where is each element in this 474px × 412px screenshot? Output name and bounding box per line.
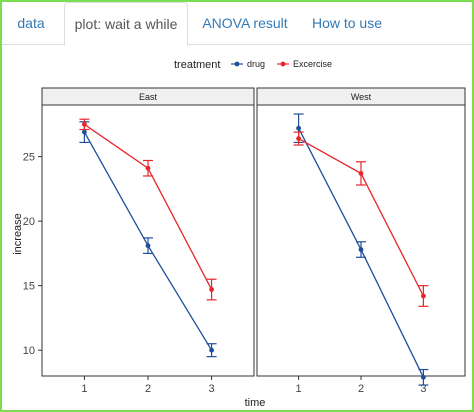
legend-key-point xyxy=(234,61,240,67)
y-tick-label: 20 xyxy=(23,216,35,228)
facet-panel-east: East 1 2 3 xyxy=(41,87,255,395)
tab-plot[interactable]: plot: wait a while xyxy=(64,2,188,46)
data-point xyxy=(82,129,87,135)
data-point xyxy=(145,165,151,171)
legend: treatment drug Excercise xyxy=(174,59,332,71)
data-point xyxy=(358,170,364,176)
data-point xyxy=(145,243,151,249)
facet-strip-label: West xyxy=(351,92,372,102)
series-drug xyxy=(293,113,429,386)
facet-strip-label: East xyxy=(139,92,158,102)
tab-bar: data plot: wait a while ANOVA result How… xyxy=(2,2,472,46)
data-point xyxy=(296,136,301,141)
legend-title: treatment xyxy=(174,59,220,71)
panel-border xyxy=(256,104,466,377)
data-point xyxy=(209,287,215,292)
tab-anova-result[interactable]: ANOVA result xyxy=(202,15,288,31)
x-tick-label: 1 xyxy=(81,383,87,395)
x-tick-label: 2 xyxy=(145,383,151,395)
x-tick-label: 3 xyxy=(420,383,426,395)
data-point xyxy=(209,347,215,353)
data-point xyxy=(358,247,364,252)
facet-panel-west: West 1 2 3 xyxy=(256,87,466,395)
x-tick-label: 2 xyxy=(358,383,364,395)
legend-label: Excercise xyxy=(293,59,332,69)
y-tick-label: 10 xyxy=(23,345,35,357)
x-tick-label: 1 xyxy=(296,383,302,395)
data-point xyxy=(296,125,301,131)
series-excercise xyxy=(293,131,429,307)
tab-how-to-use[interactable]: How to use xyxy=(311,15,383,31)
legend-key-point xyxy=(280,61,286,67)
data-point xyxy=(421,293,426,299)
y-tick-label: 15 xyxy=(23,281,35,293)
y-tick-label: 25 xyxy=(23,152,35,164)
x-tick-label: 3 xyxy=(209,383,215,395)
data-point xyxy=(82,121,87,127)
tab-data[interactable]: data xyxy=(17,15,45,31)
legend-label: drug xyxy=(247,59,265,69)
series-excercise xyxy=(79,118,217,301)
data-point xyxy=(421,374,426,380)
x-axis-label: time xyxy=(245,397,266,409)
y-axis-label: increase xyxy=(12,213,24,255)
